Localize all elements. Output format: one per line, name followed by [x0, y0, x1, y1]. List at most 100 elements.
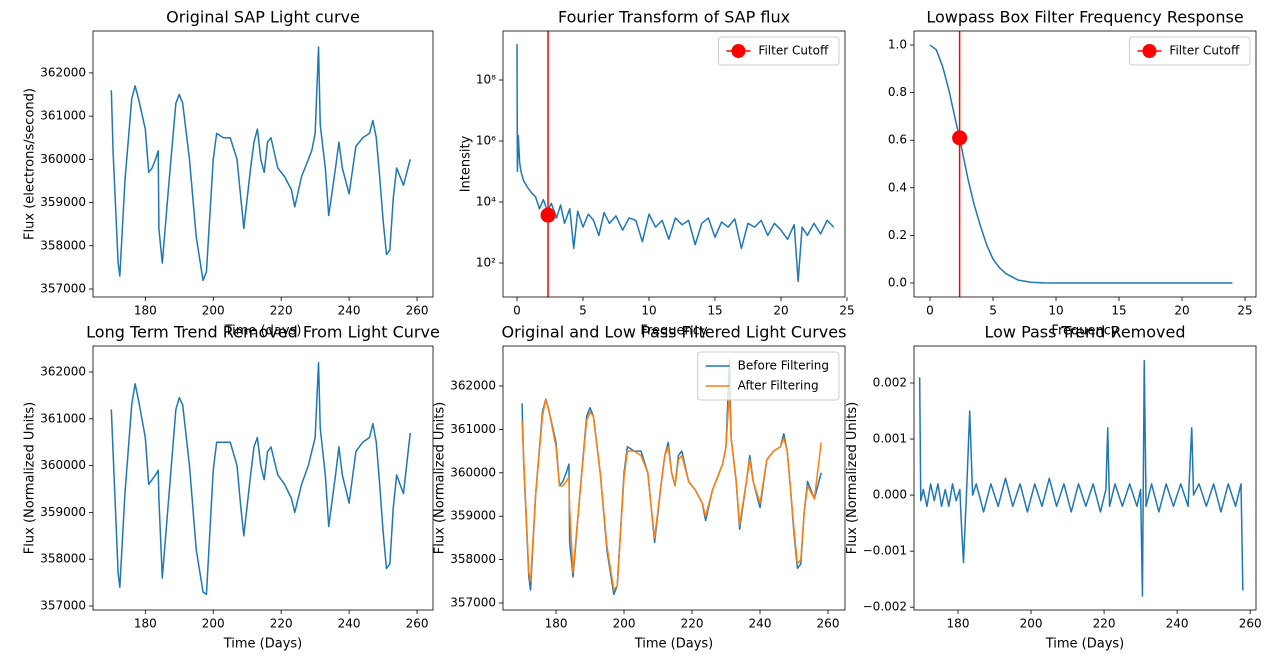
axes-frame	[502, 30, 846, 298]
panel-title: Original SAP Light curve	[166, 8, 360, 27]
legend: Before Filtering After Filtering	[697, 351, 840, 401]
y-tick-label: 362000	[40, 365, 86, 379]
legend: Filter Cutoff	[717, 36, 840, 66]
legend-label: Before Filtering	[738, 359, 829, 373]
x-tick-label: 20	[1174, 304, 1189, 318]
x-tick-label: 180	[947, 617, 970, 631]
x-tick-label: 15	[1111, 304, 1126, 318]
panel: 180 200 220 240 260 357000 358000 359000 360000 3…	[23, 323, 440, 652]
y-tick-label: 0.6	[888, 133, 907, 147]
x-tick-label: 0	[513, 304, 521, 318]
axes-frame	[913, 30, 1257, 298]
x-tick-label: 260	[1239, 617, 1262, 631]
y-tick-label: 0.2	[888, 228, 907, 242]
y-tick-label: 1.0	[888, 38, 907, 52]
x-tick-label: 180	[545, 617, 568, 631]
y-tick-label: 0.002	[873, 375, 907, 389]
cutoff-marker	[952, 130, 968, 146]
panel-title: Fourier Transform of SAP flux	[558, 8, 790, 27]
x-tick-label: 240	[338, 617, 361, 631]
panel-title: Low Pass Trend Removed	[984, 323, 1185, 342]
legend-marker	[1142, 44, 1157, 58]
y-tick-label: −0.001	[863, 544, 907, 558]
x-tick-label: 0	[926, 304, 934, 318]
y-tick-label: 362000	[40, 65, 86, 79]
y-tick-label: 0.4	[888, 180, 907, 194]
series-line	[929, 44, 1233, 284]
legend-box	[717, 36, 840, 66]
series-line	[110, 361, 411, 596]
panel: 0 5 10 15 20 25 0.0 0.2 0.4 0.6 0.8 1.0 Lowpass Box …	[888, 8, 1257, 339]
y-tick-label: 360000	[450, 465, 496, 479]
x-tick-label: 25	[1237, 304, 1252, 318]
x-tick-label: 240	[1166, 617, 1189, 631]
x-tick-label: 220	[270, 304, 293, 318]
y-tick-label: 10⁸	[476, 73, 496, 87]
panel: 0 5 10 15 20 25 10² 10⁴ 10⁶ 10⁸ Fourier Transform …	[458, 8, 854, 339]
x-tick-label: 180	[134, 304, 157, 318]
legend-box	[1128, 36, 1251, 66]
y-tick-label: 0.000	[873, 488, 907, 502]
panel-title: Lowpass Box Filter Frequency Response	[926, 8, 1243, 27]
x-tick-label: 20	[773, 304, 788, 318]
x-tick-label: 5	[579, 304, 587, 318]
x-tick-label: 220	[1093, 617, 1116, 631]
x-tick-label: 260	[406, 617, 429, 631]
y-tick-label: 10²	[476, 255, 496, 269]
x-tick-label: 5	[989, 304, 997, 318]
panel-title: Long Term Trend Removed From Light Curve	[86, 323, 440, 342]
y-tick-label: 358000	[40, 552, 86, 566]
axes-frame	[502, 345, 846, 611]
y-tick-label: 0.001	[873, 432, 907, 446]
y-tick-label: 361000	[450, 422, 496, 436]
legend: Filter Cutoff	[1128, 36, 1251, 66]
panel: 180 200 220 240 260 −0.002 −0.001 0.000 0.001 0.0…	[845, 323, 1262, 652]
legend-box	[697, 351, 840, 401]
y-tick-label: 357000	[450, 596, 496, 610]
x-axis-label: Time (Days)	[634, 637, 714, 652]
series-line	[521, 389, 822, 591]
x-tick-label: 200	[613, 617, 636, 631]
axes-frame	[913, 345, 1257, 611]
cutoff-marker	[540, 207, 556, 223]
x-tick-label: 200	[202, 617, 225, 631]
x-tick-label: 220	[681, 617, 704, 631]
legend-label: After Filtering	[738, 379, 819, 393]
axes-frame	[92, 345, 434, 611]
y-tick-label: 360000	[40, 152, 86, 166]
x-axis-label: Time (Days)	[1045, 637, 1125, 652]
x-axis-label: Frequency	[1051, 324, 1118, 339]
y-axis-label: Flux (Normalized Units)	[845, 402, 860, 554]
legend-label: Filter Cutoff	[1169, 44, 1240, 58]
y-tick-label: −0.002	[863, 600, 907, 614]
y-tick-label: 357000	[40, 282, 86, 296]
series-line	[110, 46, 411, 282]
y-tick-label: 0.0	[888, 275, 907, 289]
x-tick-label: 25	[839, 304, 854, 318]
x-axis-label: Frequency	[640, 324, 707, 339]
x-tick-label: 200	[1020, 617, 1043, 631]
y-tick-label: 359000	[450, 509, 496, 523]
legend-label: Filter Cutoff	[758, 44, 829, 58]
x-tick-label: 240	[338, 304, 361, 318]
y-tick-label: 358000	[40, 238, 86, 252]
y-tick-label: 361000	[40, 109, 86, 123]
x-axis-label: Time (Days)	[223, 637, 303, 652]
y-tick-label: 361000	[40, 411, 86, 425]
y-axis-label: Flux (Normalized Units)	[23, 402, 38, 554]
y-axis-label: Intensity	[458, 135, 473, 192]
y-tick-label: 357000	[40, 599, 86, 613]
axes-frame	[92, 30, 434, 298]
y-tick-label: 10⁶	[476, 134, 496, 148]
y-tick-label: 360000	[40, 458, 86, 472]
legend-marker	[731, 44, 746, 58]
y-axis-label: Flux (electrons/second)	[23, 88, 38, 240]
y-tick-label: 362000	[450, 379, 496, 393]
y-tick-label: 359000	[40, 195, 86, 209]
x-tick-label: 220	[270, 617, 293, 631]
series-line	[918, 359, 1244, 597]
x-tick-label: 15	[707, 304, 722, 318]
x-axis-label: Time (days)	[224, 324, 302, 339]
x-tick-label: 240	[749, 617, 772, 631]
